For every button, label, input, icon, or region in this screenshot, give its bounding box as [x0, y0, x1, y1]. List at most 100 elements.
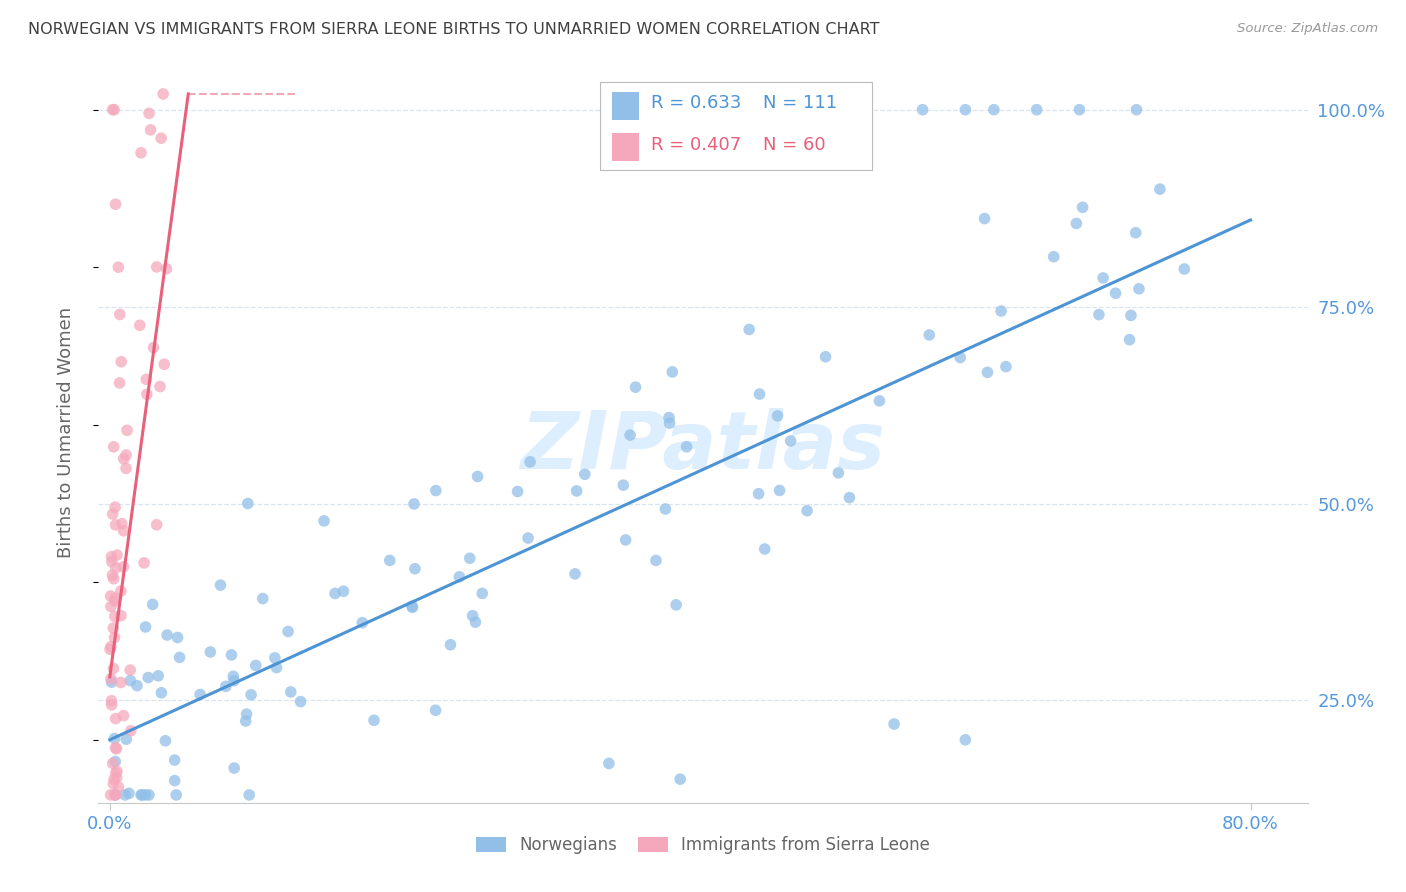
Point [1071, 200, 1094, 214]
Point [1025, 103, 1047, 117]
Text: R = 0.407: R = 0.407 [651, 136, 741, 154]
Point [101, 555, 124, 569]
Point [103, 572, 125, 586]
Point [165, 788, 187, 802]
Point [148, 669, 170, 683]
Point [103, 631, 125, 645]
Point [506, 484, 529, 499]
Point [1066, 216, 1088, 230]
Point [188, 688, 211, 702]
Point [103, 661, 125, 675]
Point [290, 695, 312, 709]
Point [101, 103, 124, 117]
Point [128, 318, 150, 333]
Point [120, 663, 142, 677]
Point [1088, 308, 1111, 322]
Point [120, 723, 142, 738]
Point [101, 507, 124, 521]
Point [425, 483, 447, 498]
Point [277, 624, 299, 639]
Point [101, 756, 124, 771]
Point [103, 777, 125, 791]
Point [645, 553, 668, 567]
Y-axis label: Births to Unmarried Women: Births to Unmarried Women [56, 307, 75, 558]
Point [112, 559, 135, 574]
Text: ZIPatlas: ZIPatlas [520, 409, 886, 486]
Point [624, 380, 647, 394]
Point [110, 608, 132, 623]
Point [104, 197, 127, 211]
Point [332, 584, 354, 599]
Point [461, 608, 484, 623]
Point [100, 675, 122, 690]
Point [150, 131, 173, 145]
Point [135, 372, 157, 386]
Point [661, 365, 683, 379]
Point [135, 387, 157, 401]
Point [614, 533, 637, 547]
Point [100, 788, 122, 802]
Point [236, 496, 259, 510]
Point [669, 772, 692, 787]
Point [104, 500, 127, 515]
Point [104, 561, 127, 575]
Point [155, 733, 177, 747]
Point [619, 428, 641, 442]
Point [976, 365, 998, 379]
Point [142, 598, 165, 612]
Point [1125, 103, 1147, 117]
Point [100, 698, 122, 712]
Point [449, 570, 471, 584]
Point [115, 423, 138, 437]
Point [156, 628, 179, 642]
Point [838, 491, 860, 505]
Point [1149, 182, 1171, 196]
Point [235, 714, 257, 728]
Point [104, 788, 127, 802]
Point [517, 531, 540, 545]
Point [973, 211, 995, 226]
Point [1119, 309, 1142, 323]
Point [129, 788, 152, 802]
Point [994, 359, 1017, 374]
Point [439, 638, 461, 652]
Point [235, 707, 257, 722]
Point [955, 103, 977, 117]
Point [1128, 282, 1150, 296]
Point [132, 556, 155, 570]
Point [401, 599, 423, 614]
Point [145, 517, 167, 532]
Point [955, 732, 977, 747]
Point [378, 553, 401, 567]
Point [163, 753, 186, 767]
Point [252, 591, 274, 606]
Point [263, 651, 285, 665]
Point [352, 615, 374, 630]
Point [105, 764, 128, 779]
Point [110, 675, 132, 690]
Point [796, 504, 818, 518]
Point [100, 599, 122, 614]
Point [1173, 262, 1195, 277]
Point [155, 261, 177, 276]
Point [564, 566, 586, 581]
Point [738, 322, 761, 336]
Point [104, 712, 127, 726]
Point [404, 562, 426, 576]
Point [748, 487, 770, 501]
Point [120, 673, 142, 688]
Point [131, 788, 153, 802]
Point [104, 766, 127, 780]
Point [1069, 103, 1091, 117]
Point [104, 517, 127, 532]
Point [104, 788, 127, 802]
Point [104, 609, 127, 624]
Point [145, 260, 167, 274]
Point [169, 650, 191, 665]
Point [312, 514, 335, 528]
Point [458, 551, 481, 566]
Point [768, 483, 790, 498]
Point [748, 387, 770, 401]
Point [134, 788, 156, 802]
Point [118, 786, 141, 800]
